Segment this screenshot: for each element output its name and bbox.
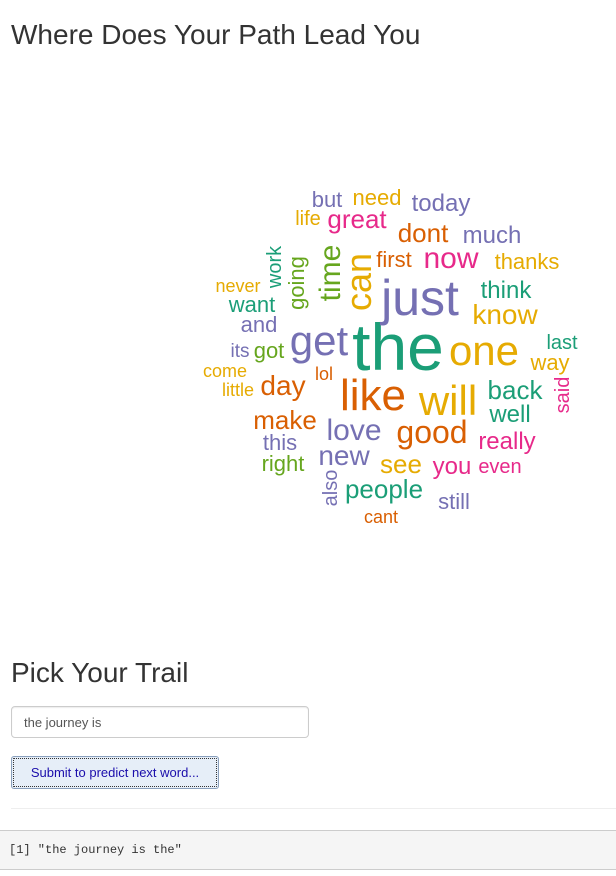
word-cloud-word-know: know <box>472 299 538 330</box>
word-cloud-word-work: work <box>264 245 286 289</box>
word-cloud-word-get: get <box>290 317 349 364</box>
word-cloud-word-also: also <box>320 470 342 507</box>
word-cloud-word-little: little <box>222 380 254 400</box>
word-cloud-word-but: but <box>312 187 343 212</box>
word-cloud-word-now: now <box>423 242 478 275</box>
word-cloud-word-its: its <box>231 341 250 362</box>
prediction-output: [1] "the journey is the" <box>0 830 616 870</box>
section-heading: Pick Your Trail <box>11 657 189 688</box>
word-cloud-word-new: new <box>318 440 370 471</box>
word-cloud-word-want: want <box>228 292 275 317</box>
word-cloud-word-thanks: thanks <box>495 249 560 274</box>
word-cloud-word-right: right <box>262 451 305 476</box>
word-cloud-word-well: well <box>488 401 530 428</box>
word-cloud-word-make: make <box>253 405 317 435</box>
word-cloud-word-never: never <box>215 276 260 296</box>
word-cloud-word-good: good <box>396 414 467 450</box>
word-cloud-word-this: this <box>263 430 297 455</box>
phrase-input[interactable] <box>11 706 309 738</box>
word-cloud-word-and: and <box>241 312 278 337</box>
word-cloud-word-come: come <box>203 361 247 381</box>
page-title: Where Does Your Path Lead You <box>11 19 421 50</box>
submit-button[interactable]: Submit to predict next word... <box>11 756 219 789</box>
word-cloud-word-cant: cant <box>364 507 398 527</box>
word-cloud-word-see: see <box>380 449 422 479</box>
word-cloud-word-time: time <box>314 245 347 302</box>
word-cloud: the just one like will get can time good love now k… <box>203 185 578 527</box>
word-cloud-word-think: think <box>481 277 533 304</box>
word-cloud-word-one: one <box>449 327 519 374</box>
divider <box>11 808 616 809</box>
word-cloud-word-day: day <box>260 370 305 401</box>
word-cloud-word-really: really <box>478 428 535 455</box>
word-cloud-word-love: love <box>326 414 381 447</box>
word-cloud-word-can: can <box>338 253 379 311</box>
word-cloud-word-going: going <box>284 256 309 310</box>
word-cloud-word-you: you <box>433 453 472 480</box>
word-cloud-word-just: just <box>379 270 459 326</box>
word-cloud-word-said: said <box>552 377 574 414</box>
word-cloud-word-like: like <box>340 371 406 420</box>
word-cloud-word-back: back <box>488 375 544 405</box>
word-cloud-word-lol: lol <box>315 364 333 384</box>
word-cloud-word-got: got <box>254 338 285 363</box>
word-cloud-word-still: still <box>438 489 470 514</box>
word-cloud-word-last: last <box>546 332 578 354</box>
word-cloud-word-people: people <box>345 474 423 504</box>
word-cloud-word-way: way <box>529 350 569 375</box>
word-cloud-word-first: first <box>376 247 411 272</box>
word-cloud-word-even: even <box>478 456 521 478</box>
word-cloud-word-great: great <box>327 204 387 234</box>
word-cloud-word-today: today <box>412 190 471 217</box>
word-cloud-word-life: life <box>295 208 321 230</box>
word-cloud-word-much: much <box>463 222 522 249</box>
word-cloud-word-dont: dont <box>398 218 449 248</box>
word-cloud-word-the: the <box>352 310 444 384</box>
word-cloud-word-will: will <box>418 377 477 424</box>
word-cloud-word-need: need <box>353 185 402 210</box>
